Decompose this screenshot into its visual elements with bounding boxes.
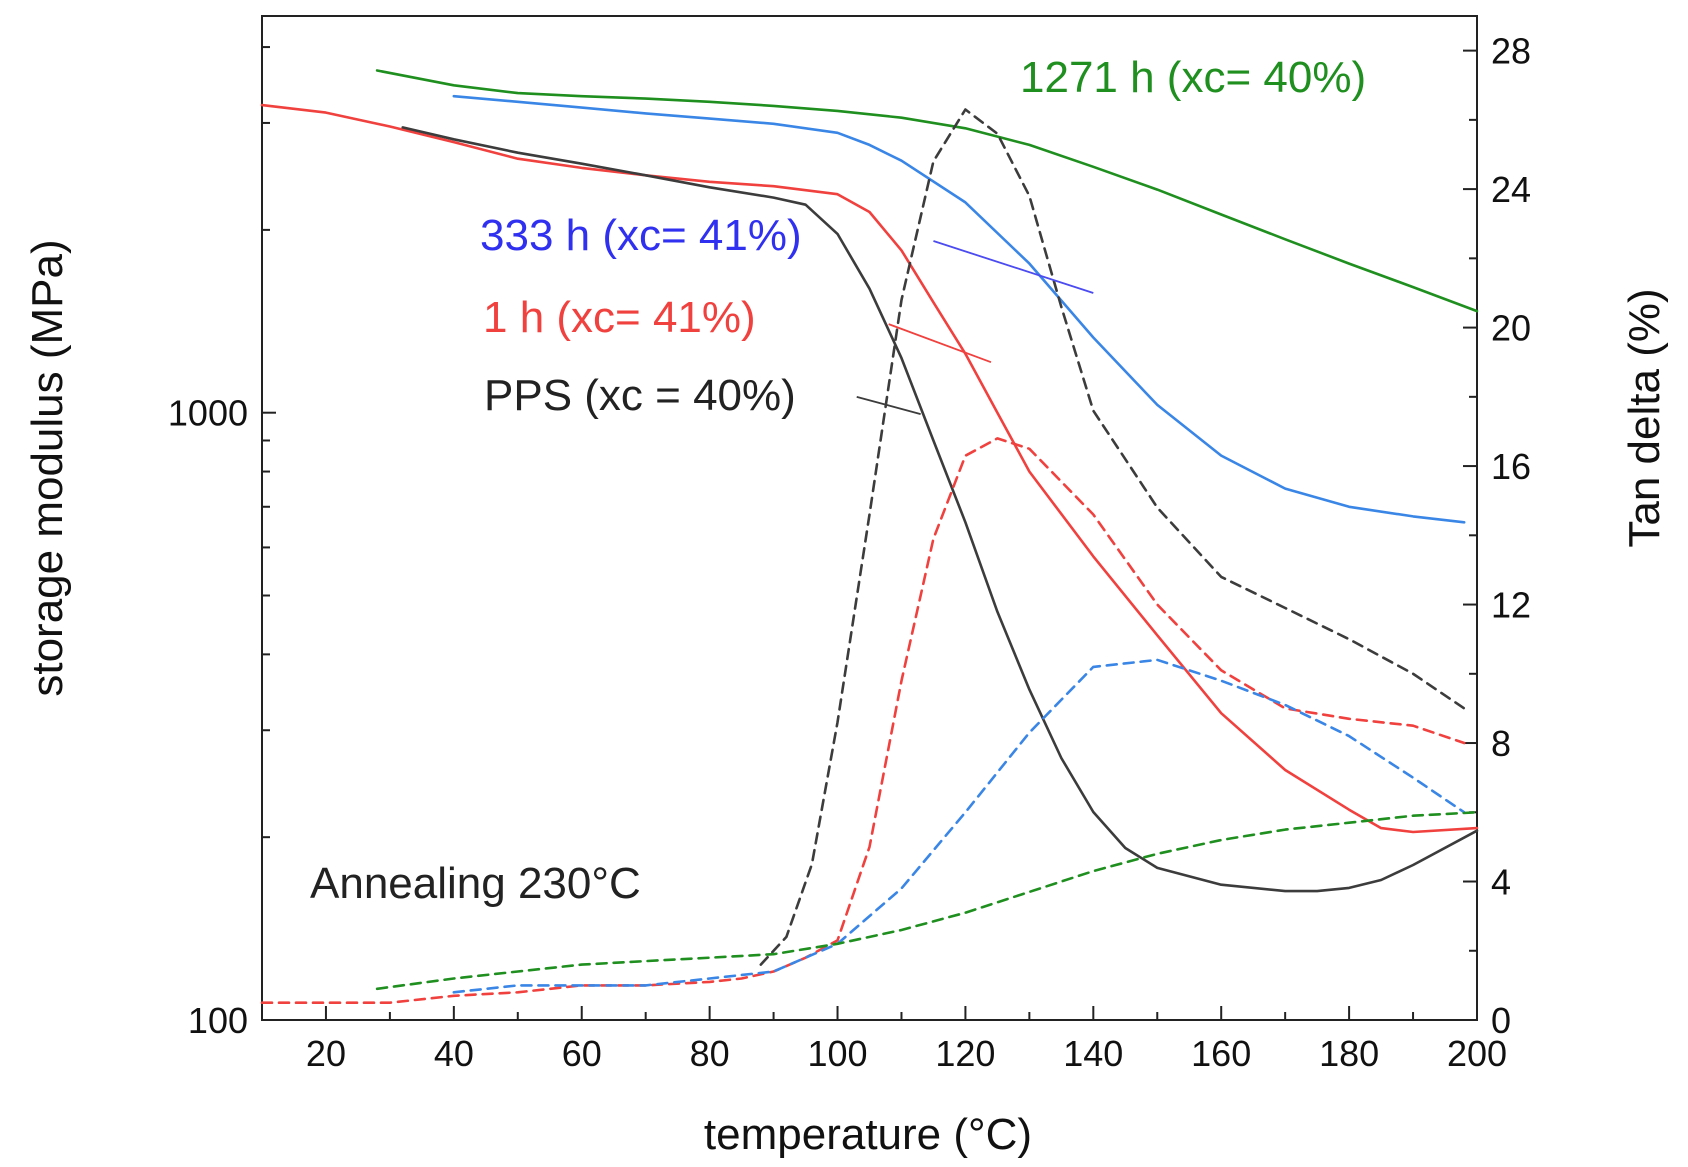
x-axis-ticks: 20 40 60 80 100 120 140 160 180 200: [261, 1006, 1507, 1074]
x-tick-label: 160: [1191, 1033, 1251, 1074]
x-tick-label: 120: [935, 1033, 995, 1074]
right-y-axis-title: Tan delta (%): [1620, 288, 1669, 547]
333-leader-line: [933, 240, 1094, 294]
1-leader-line: [888, 323, 992, 364]
y2-tick-label: 0: [1491, 1000, 1511, 1041]
pps-leader-line: [856, 395, 921, 416]
x-tick-label: 200: [1447, 1033, 1507, 1074]
plot-frame: [261, 15, 1478, 1021]
y2-tick-label: 28: [1491, 31, 1531, 72]
pps-storage-modulus-line: [401, 126, 1479, 893]
y-tick-label: 100: [188, 1000, 248, 1041]
1-tan-delta-line: [260, 437, 1466, 1005]
left-y-axis-ticks: 100 1000: [168, 46, 276, 1041]
y2-tick-label: 20: [1491, 308, 1531, 349]
1-storage-modulus-line: [260, 103, 1479, 834]
1271-tan-delta-line: [375, 810, 1479, 991]
333-storage-modulus-line: [452, 94, 1466, 524]
333-tan-delta-line: [452, 658, 1466, 994]
x-tick-label: 140: [1063, 1033, 1123, 1074]
y-tick-label: 1000: [168, 393, 248, 434]
y2-tick-label: 8: [1491, 723, 1511, 764]
y2-tick-label: 24: [1491, 169, 1531, 210]
annotation-333h: 333 h (xc= 41%): [480, 211, 802, 260]
x-axis-title: temperature (°C): [704, 1110, 1032, 1159]
annotation-1h: 1 h (xc= 41%): [483, 293, 756, 342]
1271-storage-modulus-line: [375, 69, 1479, 313]
x-tick-label: 100: [807, 1033, 867, 1074]
annotation-1271h: 1271 h (xc= 40%): [1020, 53, 1366, 102]
x-tick-label: 80: [690, 1033, 730, 1074]
annotation-pps: PPS (xc = 40%): [484, 371, 796, 420]
x-tick-label: 20: [306, 1033, 346, 1074]
left-y-axis-title: storage modulus (MPa): [23, 239, 72, 696]
x-tick-label: 60: [562, 1033, 602, 1074]
x-tick-label: 180: [1319, 1033, 1379, 1074]
y2-tick-label: 12: [1491, 585, 1531, 626]
plot-area-border: [261, 15, 1478, 1021]
y2-tick-label: 4: [1491, 862, 1511, 903]
right-y-axis-ticks: 0 4 8 12 16 20 24 28: [1463, 31, 1531, 1041]
label-leader-lines: [856, 240, 1094, 416]
y2-tick-label: 16: [1491, 446, 1531, 487]
x-tick-label: 40: [434, 1033, 474, 1074]
annotation-annealing: Annealing 230°C: [310, 859, 641, 908]
pps-tan-delta-line: [759, 108, 1466, 966]
series-curves: [260, 69, 1479, 1005]
